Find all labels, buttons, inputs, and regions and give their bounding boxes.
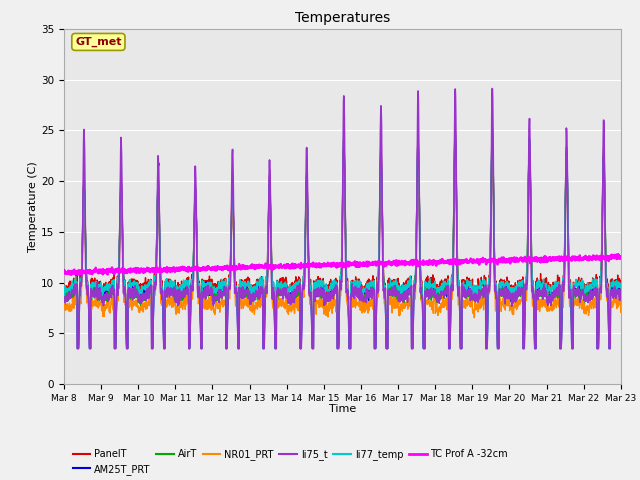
X-axis label: Time: Time (329, 404, 356, 414)
Text: GT_met: GT_met (75, 37, 122, 47)
Y-axis label: Temperature (C): Temperature (C) (28, 161, 38, 252)
Title: Temperatures: Temperatures (295, 11, 390, 25)
Legend: PanelT, AM25T_PRT, AirT, NR01_PRT, li75_t, li77_temp, TC Prof A -32cm: PanelT, AM25T_PRT, AirT, NR01_PRT, li75_… (69, 445, 512, 479)
